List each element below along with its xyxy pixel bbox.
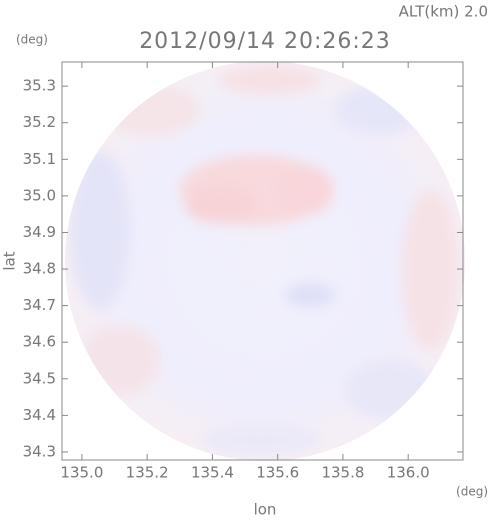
- y-tick-label: 35.3: [23, 77, 56, 95]
- y-tick-label: 34.8: [23, 260, 56, 278]
- y-tick-label: 35.2: [23, 113, 56, 131]
- x-tick-label: 136.0: [387, 464, 430, 482]
- altitude-label: ALT(km) 2.0: [399, 3, 488, 21]
- y-tick-label: 35.1: [23, 150, 56, 168]
- chart-title: 2012/09/14 20:26:23: [139, 29, 391, 54]
- x-tick-label: 135.4: [191, 464, 234, 482]
- x-tick-label: 135.6: [256, 464, 299, 482]
- x-tick-label: 135.8: [321, 464, 364, 482]
- x-tick-label: 135.2: [126, 464, 169, 482]
- echo-pattern: [70, 66, 458, 455]
- y-tick-label: 34.6: [23, 333, 56, 351]
- y-tick-label: 34.9: [23, 223, 56, 241]
- x-tick-label: 135.0: [60, 464, 103, 482]
- plot-frame: [61, 61, 464, 461]
- y-tick-label: 34.7: [23, 296, 56, 314]
- y-unit: (deg): [16, 33, 48, 47]
- y-tick-label: 35.0: [23, 186, 56, 204]
- x-unit: (deg): [456, 485, 488, 499]
- x-axis-label: lon: [254, 501, 277, 519]
- y-tick-label: 34.3: [23, 442, 56, 460]
- y-tick-label: 34.5: [23, 369, 56, 387]
- radar-disc: [65, 61, 465, 461]
- y-tick-label: 34.4: [23, 406, 56, 424]
- y-axis-label: lat: [1, 251, 19, 270]
- radar-field: [65, 61, 465, 461]
